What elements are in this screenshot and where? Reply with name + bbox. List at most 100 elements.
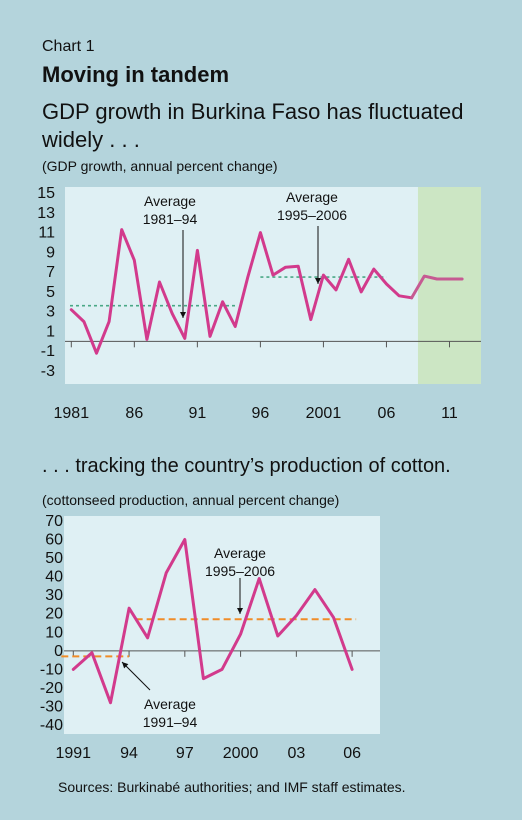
chart1-arrow-head	[315, 278, 321, 284]
chart1-data-point	[322, 274, 325, 276]
chart2-x-tick-label: 97	[176, 745, 194, 762]
chart2-y-tick-label: 70	[45, 513, 63, 530]
chart1-data-point	[297, 265, 300, 267]
chart1-data-point	[171, 312, 173, 315]
chart1-data-point	[272, 274, 274, 276]
chart2-plot-area	[64, 516, 380, 734]
chart2-data-point	[295, 614, 298, 617]
chart1-data-point	[347, 258, 350, 261]
chart1-annotation-title: Average	[286, 189, 338, 205]
chart1-x-tick-label: 2001	[306, 405, 342, 422]
chart1-data-point	[70, 308, 73, 311]
chart1-data-point	[83, 320, 85, 323]
chart1-y-tick-label: 5	[46, 284, 55, 301]
chart1-annotation-period: 1995–2006	[277, 207, 347, 223]
chart1-data-point	[234, 325, 236, 328]
chart2-data-point	[351, 668, 353, 671]
chart-title: Moving in tandem	[42, 62, 229, 87]
chart2-y-tick-label: 0	[54, 643, 63, 660]
chart2-data-point	[258, 577, 260, 580]
chart2-data-point	[165, 572, 168, 574]
chart-subtitle: GDP growth in Burkina Faso has fluctuate…	[42, 99, 464, 152]
chart1-data-point	[108, 320, 110, 323]
chart2-y-tick-label: 60	[45, 532, 63, 549]
chart2-data-point	[146, 637, 149, 639]
chart1-arrow-head	[180, 312, 186, 318]
chart2-y-tick-label: -40	[40, 717, 63, 734]
chart1-x-tick-label: 11	[441, 405, 458, 422]
chart2-y-tick-label: 50	[45, 550, 63, 567]
chart1-projection-point	[436, 278, 438, 280]
chart2-data-point	[239, 633, 242, 635]
chart1-y-tick-label: 1	[46, 323, 55, 340]
chart1-y-tick-label: 13	[37, 205, 55, 222]
chart2-y-tick-label: -20	[40, 680, 63, 697]
chart1-x-tick-label: 86	[125, 405, 143, 422]
chart1-data-point	[335, 289, 337, 291]
chart2-annotation-title: Average	[144, 696, 196, 712]
chart1-y-tick-label: 15	[37, 185, 55, 202]
chart1-data-point	[133, 259, 136, 262]
chart1-projection-band	[417, 187, 481, 384]
chart2-y-tick-label: 40	[45, 569, 63, 586]
chart1-y-tick-label: 3	[46, 304, 55, 321]
chart2-y-tick-label: -30	[40, 698, 63, 715]
chart1-projection-point	[448, 278, 451, 280]
chart1-x-tick-label: 06	[378, 405, 396, 422]
chart1-annotation-title: Average	[144, 193, 196, 209]
chart1-data-point	[259, 231, 262, 234]
chart2-annotation-arrow	[121, 661, 151, 691]
chart2-series-line	[71, 538, 354, 705]
chart1-y-tick-label: -1	[41, 343, 55, 360]
chart1-y-tick-label: 11	[38, 225, 55, 242]
chart2-data-point	[314, 588, 316, 591]
chart2-data-point	[184, 538, 186, 541]
chart2-data-point	[276, 635, 279, 637]
chart1-data-point	[398, 295, 400, 297]
chart1-projection-point	[410, 297, 413, 299]
chart2-arrow-head	[122, 662, 129, 669]
chart1-y-tick-label: 9	[46, 244, 55, 261]
chart1-data-point	[183, 337, 186, 340]
chart2-x-tick-label: 03	[287, 745, 305, 762]
chart1-data-point	[146, 338, 148, 341]
chart2-y-tick-label: 30	[45, 587, 63, 604]
source-note: Sources: Burkinabé authorities; and IMF …	[58, 779, 406, 795]
chart2-subtitle: . . . tracking the country’s production …	[42, 455, 451, 477]
chart2-x-tick-label: 2000	[223, 745, 259, 762]
chart2-unit-label: (cottonseed production, annual percent c…	[42, 492, 340, 508]
chart2-data-point	[91, 651, 93, 654]
chart2-data-point	[109, 701, 112, 704]
chart2-data-point	[202, 677, 205, 680]
chart1-unit-label: (GDP growth, annual percent change)	[42, 158, 278, 174]
chart2-x-tick-label: 1991	[55, 745, 91, 762]
chart2-data-point	[128, 607, 130, 609]
chart1-x-tick-label: 91	[188, 405, 206, 422]
chart2-data-point	[332, 616, 335, 619]
chart2-data-point	[221, 668, 223, 671]
chart1-projection-point	[423, 275, 426, 277]
chart1-y-tick-label: -3	[41, 363, 55, 380]
chart1-data-point	[196, 249, 199, 252]
chart1-data-point	[385, 283, 388, 285]
chart1-data-point	[246, 276, 249, 278]
chart1-x-tick-label: 1981	[54, 405, 90, 422]
chart1-data-point	[221, 300, 224, 303]
chart1-data-point	[120, 228, 123, 231]
chart2-y-tick-label: 20	[45, 606, 63, 623]
chart1-data-point	[310, 318, 312, 321]
chart1-data-point	[360, 291, 363, 293]
chart1-data-point	[95, 352, 98, 355]
chart1-plot-area	[65, 187, 481, 384]
chart1-data-point	[284, 266, 287, 268]
chart1-y-tick-label: 7	[46, 264, 55, 281]
chart2-x-tick-label: 06	[343, 745, 361, 762]
chart2-y-tick-label: -10	[40, 661, 63, 678]
chart-label: Chart 1	[42, 38, 95, 55]
chart2-annotation-period: 1995–2006	[205, 563, 275, 579]
chart2-y-tick-label: 10	[45, 624, 63, 641]
chart1-data-point	[209, 335, 211, 338]
chart2-annotation-title: Average	[214, 545, 266, 561]
chart1-annotation-period: 1981–94	[143, 211, 198, 227]
